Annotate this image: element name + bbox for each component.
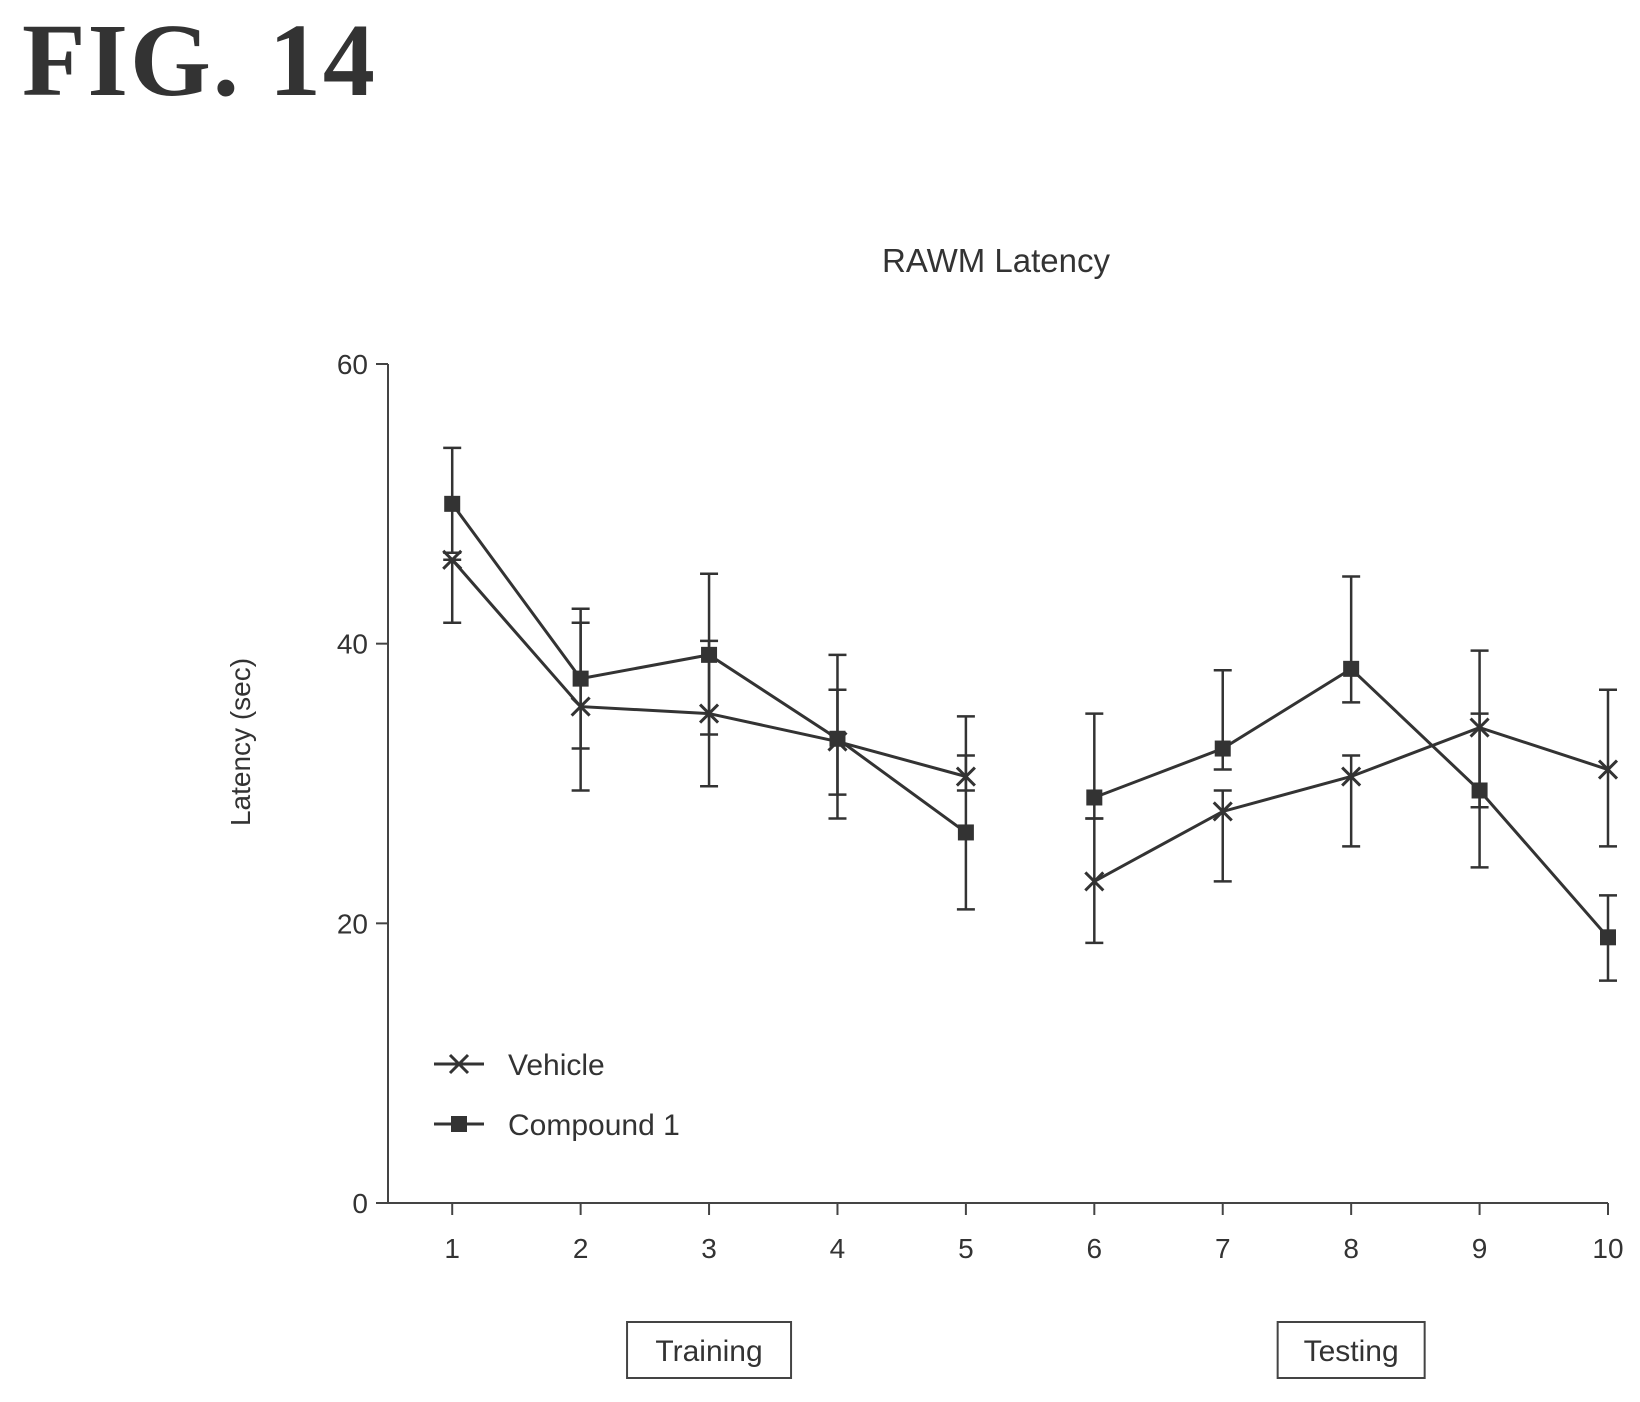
phase-box — [1276, 1321, 1426, 1379]
data-point — [1086, 789, 1103, 806]
x-tick-label: 6 — [1087, 1233, 1103, 1264]
y-tick-label: 20 — [337, 908, 368, 939]
legend-marker — [448, 1053, 470, 1075]
legend: Vehicle Compound 1 — [434, 1049, 680, 1142]
figure-label: FIG. 14 — [22, 3, 377, 118]
phase-labels: Training Testing — [626, 1321, 1426, 1379]
y-tick-label: 40 — [337, 629, 368, 660]
series-compound-1 — [443, 446, 1617, 982]
data-point — [1597, 759, 1619, 780]
data-point — [1343, 660, 1360, 677]
series-vehicle — [442, 549, 1619, 945]
x-tick-label: 2 — [573, 1233, 589, 1264]
x-ticks: 1 2 3 4 5 6 7 8 9 10 — [444, 1203, 1624, 1264]
x-tick-label: 7 — [1215, 1233, 1231, 1264]
data-point — [701, 646, 718, 663]
x-tick-label: 4 — [830, 1233, 846, 1264]
data-point — [1084, 871, 1105, 892]
phase-label: Testing — [1304, 1335, 1399, 1368]
x-tick-label: 9 — [1472, 1233, 1488, 1264]
y-tick-label: 0 — [352, 1188, 368, 1219]
y-axis-label: Latency (sec) — [225, 658, 256, 826]
x-tick-label: 8 — [1343, 1233, 1359, 1264]
data-point — [957, 824, 974, 841]
data-point — [1600, 929, 1616, 946]
y-ticks: 0 20 40 60 — [337, 349, 388, 1219]
data-point — [1212, 801, 1233, 822]
data-point — [1214, 740, 1231, 757]
x-tick-label: 10 — [1592, 1233, 1623, 1264]
series-layer — [442, 446, 1619, 982]
data-point — [1341, 766, 1362, 787]
y-tick-label: 60 — [337, 349, 368, 380]
x-tick-label: 5 — [958, 1233, 974, 1264]
data-point — [572, 670, 589, 687]
data-point — [1471, 782, 1488, 799]
data-point — [444, 495, 461, 512]
x-tick-label: 1 — [444, 1233, 460, 1264]
phase-box — [626, 1321, 793, 1379]
phase-label: Training — [655, 1335, 762, 1368]
legend-label: Compound 1 — [508, 1109, 680, 1142]
data-point — [829, 730, 846, 747]
x-tick-label: 3 — [701, 1233, 717, 1264]
legend-label: Vehicle — [508, 1049, 605, 1082]
legend-marker — [451, 1116, 467, 1132]
chart-title: RAWM Latency — [882, 242, 1111, 279]
